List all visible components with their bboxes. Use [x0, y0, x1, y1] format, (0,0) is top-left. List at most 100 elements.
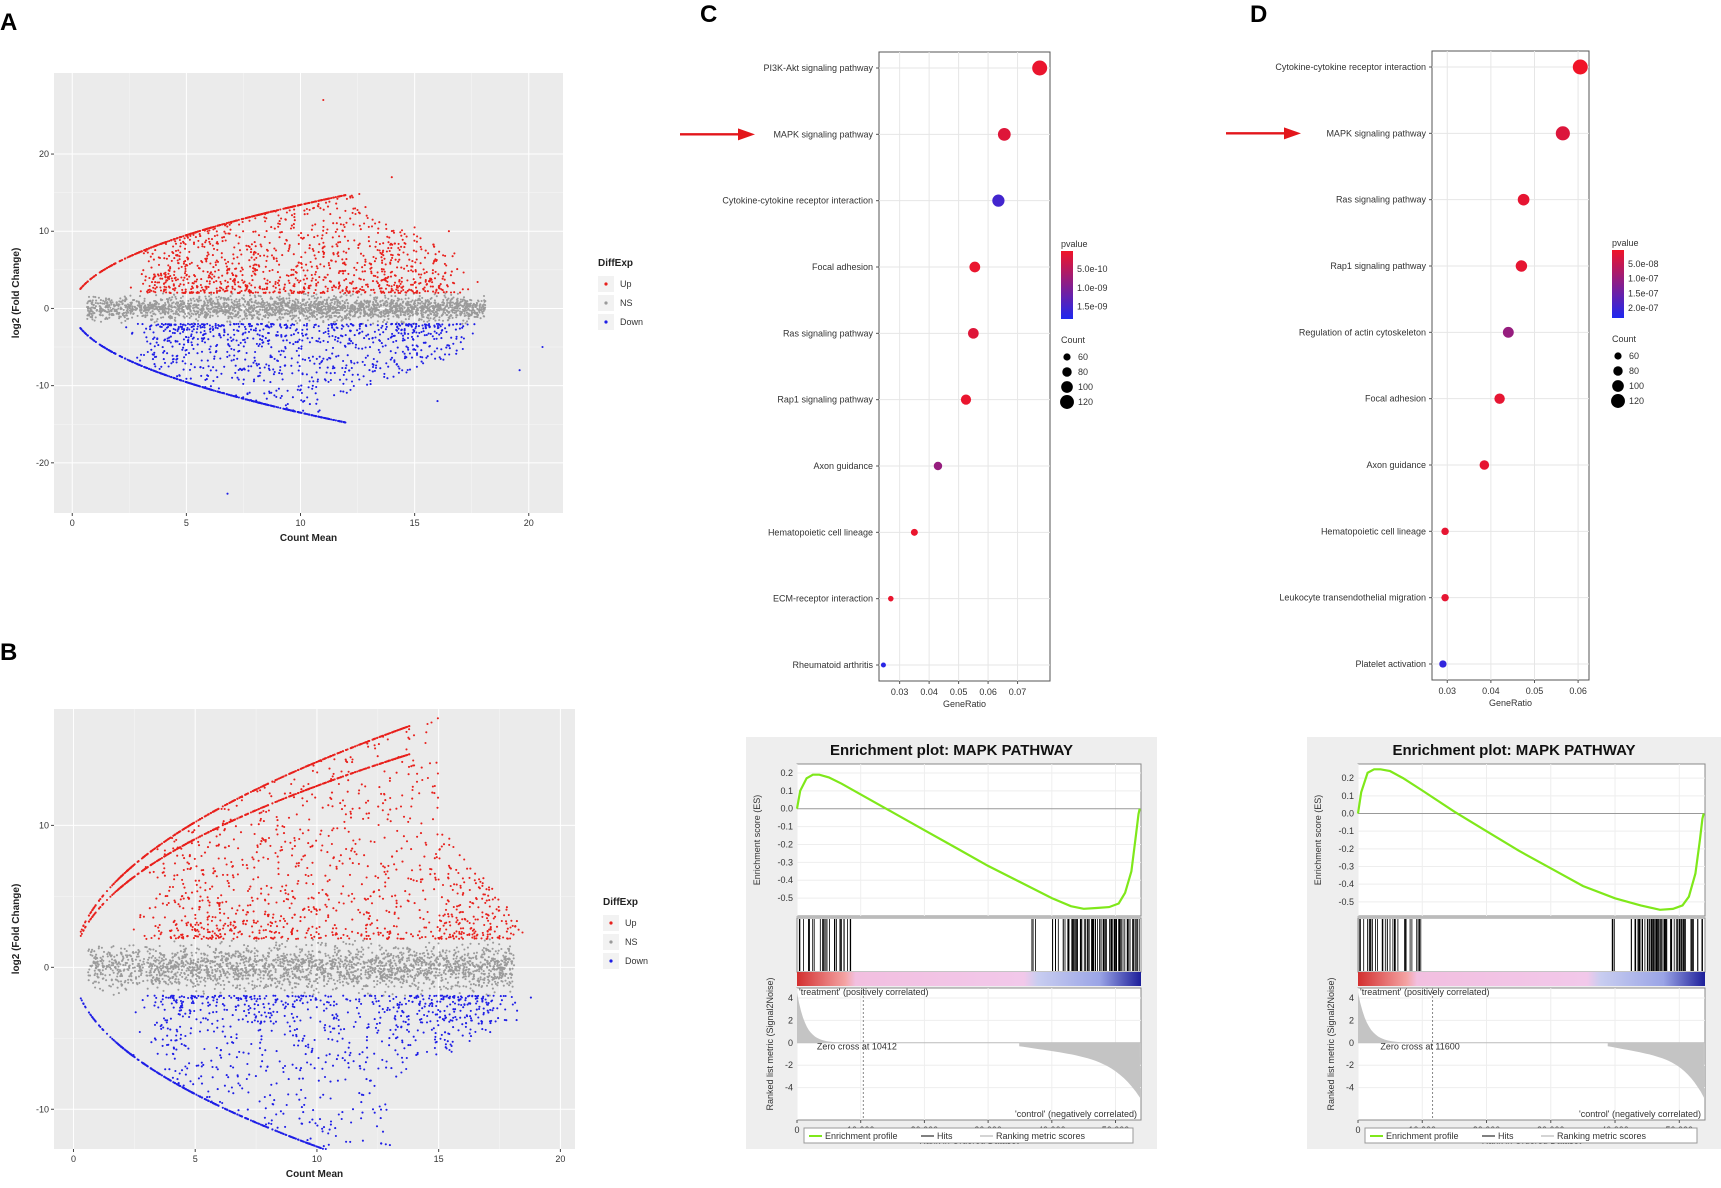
ns-point: [434, 320, 436, 322]
up-point: [403, 246, 405, 248]
up-point: [442, 289, 444, 291]
down-point: [279, 369, 281, 371]
ns-point: [416, 304, 418, 306]
down-point: [425, 324, 427, 326]
up-point: [293, 253, 295, 255]
down-point: [328, 357, 330, 359]
up-point: [295, 266, 297, 268]
ns-point: [320, 296, 322, 298]
up-point: [367, 217, 369, 219]
down-point: [421, 356, 423, 358]
ns-point: [205, 298, 207, 300]
down-point: [227, 343, 229, 345]
up-point: [158, 243, 160, 245]
down-point: [253, 380, 255, 382]
ns-point: [195, 318, 197, 320]
down-point: [415, 326, 417, 328]
up-point: [180, 276, 182, 278]
ns-point: [105, 299, 107, 301]
ns-point: [268, 321, 270, 323]
up-point: [343, 279, 345, 281]
ns-point: [163, 310, 165, 312]
down-point: [349, 389, 351, 391]
down-point: [377, 324, 379, 326]
down-point: [334, 339, 336, 341]
up-point: [388, 285, 390, 287]
ns-point: [245, 309, 247, 311]
up-point: [429, 280, 431, 282]
ns-point: [299, 311, 301, 313]
ns-point: [99, 307, 101, 309]
ns-point: [305, 304, 307, 306]
ns-point: [185, 305, 187, 307]
down-point: [332, 419, 334, 421]
up-point: [263, 216, 265, 218]
up-point: [391, 285, 393, 287]
ns-point: [246, 303, 248, 305]
ns-point: [462, 306, 464, 308]
down-point: [324, 417, 326, 419]
down-point: [452, 324, 454, 326]
down-point: [226, 351, 228, 353]
down-point: [171, 346, 173, 348]
down-point: [244, 326, 246, 328]
down-point: [174, 332, 176, 334]
down-point: [317, 378, 319, 380]
up-point: [352, 287, 354, 289]
up-point: [414, 281, 416, 283]
up-point: [404, 233, 406, 235]
ns-point: [140, 305, 142, 307]
ns-point: [336, 312, 338, 314]
down-point: [143, 354, 145, 356]
up-point: [210, 271, 212, 273]
down-point: [250, 399, 252, 401]
ns-point: [309, 313, 311, 315]
up-point: [293, 209, 295, 211]
down-point: [382, 345, 384, 347]
up-point: [371, 225, 373, 227]
ns-point: [408, 316, 410, 318]
down-point: [253, 378, 255, 380]
up-point: [278, 236, 280, 238]
up-point: [403, 268, 405, 270]
down-point: [277, 406, 279, 408]
ns-point: [223, 299, 225, 301]
down-point: [187, 339, 189, 341]
ns-point: [423, 320, 425, 322]
ns-point: [484, 304, 486, 306]
ns-point: [291, 312, 293, 314]
down-point: [228, 354, 230, 356]
down-point: [365, 324, 367, 326]
ns-point: [129, 295, 131, 297]
up-point: [381, 260, 383, 262]
up-point: [142, 283, 144, 285]
up-point: [290, 274, 292, 276]
ns-point: [329, 316, 331, 318]
up-point: [248, 259, 250, 261]
ns-point: [460, 304, 462, 306]
ns-point: [421, 297, 423, 299]
ns-point: [235, 314, 237, 316]
ns-point: [475, 306, 477, 308]
ns-point: [200, 312, 202, 314]
down-point: [201, 359, 203, 361]
up-point: [352, 196, 354, 198]
ns-point: [261, 302, 263, 304]
ns-point: [281, 309, 283, 311]
down-point: [361, 348, 363, 350]
up-point: [171, 260, 173, 262]
ns-point: [248, 304, 250, 306]
ns-point: [353, 305, 355, 307]
down-point: [363, 337, 365, 339]
ns-point: [254, 296, 256, 298]
up-point: [254, 217, 256, 219]
up-point: [168, 286, 170, 288]
up-point: [432, 262, 434, 264]
up-point: [368, 226, 370, 228]
up-point: [160, 274, 162, 276]
up-point: [221, 223, 223, 225]
up-point: [353, 267, 355, 269]
up-point: [198, 292, 200, 294]
up-point: [181, 292, 183, 294]
ns-point: [477, 314, 479, 316]
